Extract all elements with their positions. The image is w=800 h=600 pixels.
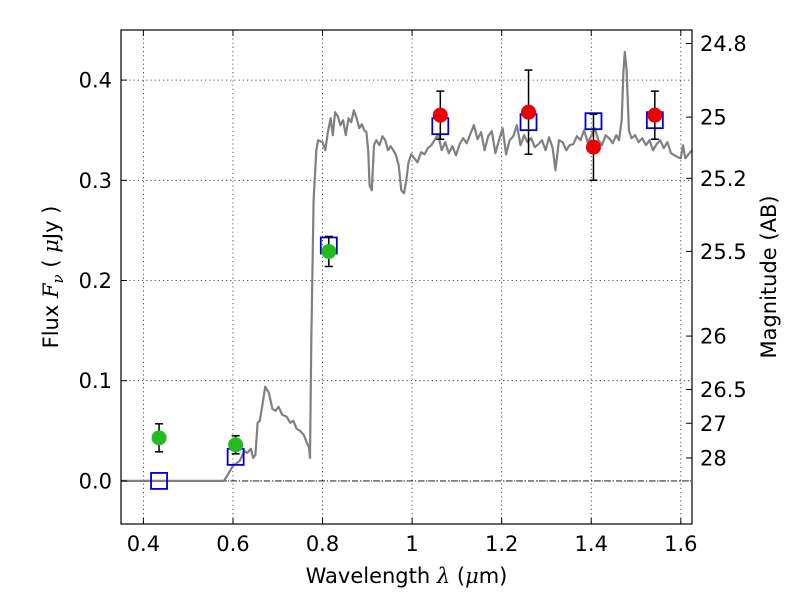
model-photometry-square <box>150 472 168 490</box>
y2-tick-label: 26 <box>700 325 727 349</box>
y2-tick-label: 27 <box>700 412 727 436</box>
x-tick-label: 0.4 <box>127 532 160 556</box>
x-tick-label: 0.6 <box>216 532 249 556</box>
y-tick-label: 0.0 <box>79 469 112 493</box>
y2-tick-label: 25.2 <box>700 167 747 191</box>
observed-optical-point <box>321 243 337 259</box>
y-tick-label: 0.2 <box>79 269 112 293</box>
x-axis-title: Wavelength λ (μm) <box>306 564 508 588</box>
y2-tick-label: 24.8 <box>700 32 747 56</box>
x-tick-label: 1.6 <box>664 532 697 556</box>
observed-nir-point <box>585 139 601 155</box>
observed-optical-point <box>228 437 244 453</box>
ticks-layer: 0.4 0.6 0.8 1 1.2 1.4 1.6 0.0 0.1 0.2 0.3 0.4 24.8 25… <box>79 30 747 556</box>
observed-nir-point <box>521 104 537 120</box>
observed-nir-point <box>647 107 663 123</box>
y-axis-title: Flux Fν ( μJy ) <box>39 206 67 349</box>
y2-tick-label: 25 <box>700 106 727 130</box>
x-tick-label: 1.4 <box>575 532 608 556</box>
model-spectrum-layer <box>121 50 693 482</box>
y-tick-label: 0.3 <box>79 169 112 193</box>
data-points-layer <box>150 69 664 490</box>
y-tick-label: 0.1 <box>79 369 112 393</box>
grid-lines <box>121 30 692 524</box>
plot-frame <box>120 29 693 525</box>
x-tick-label: 1 <box>405 532 418 556</box>
y2-axis-title: Magnitude (AB) <box>757 195 781 358</box>
model-spectrum-line <box>121 50 693 482</box>
y2-tick-label: 25.5 <box>700 240 747 264</box>
x-tick-label: 1.2 <box>485 532 518 556</box>
y2-tick-label: 28 <box>700 446 727 470</box>
y2-tick-label: 26.5 <box>700 378 747 402</box>
y-tick-label: 0.4 <box>79 69 112 93</box>
observed-optical-point <box>151 430 167 446</box>
x-tick-label: 0.8 <box>306 532 339 556</box>
observed-nir-point <box>432 107 448 123</box>
